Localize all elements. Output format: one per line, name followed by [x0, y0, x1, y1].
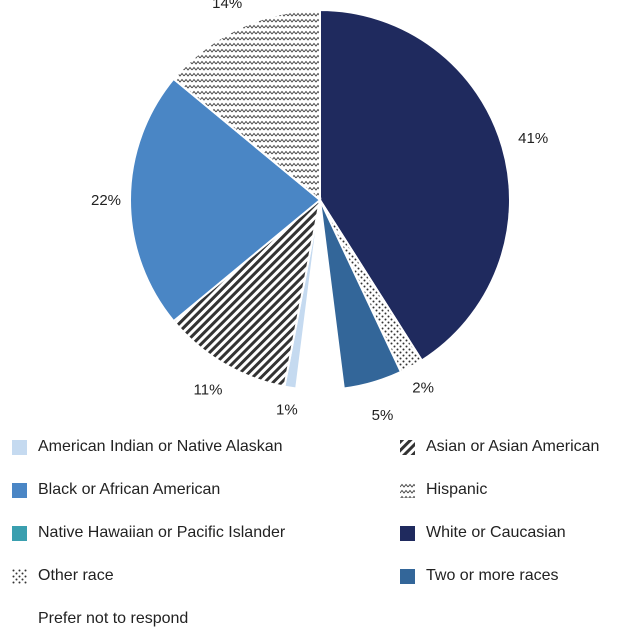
pie-slice-white-or-caucasian [319, 8, 511, 362]
legend-swatch [12, 525, 27, 541]
legend-swatch [12, 439, 27, 455]
slice-label-black-or-african-american: 22% [91, 192, 121, 209]
pie-slice-other-race [172, 197, 322, 388]
legend-label: Black or African American [38, 481, 221, 498]
legend-swatch [12, 612, 27, 627]
legend-swatch [400, 439, 415, 455]
legend-item-native-hawaiian-or-pacific-islander: Native Hawaiian or Pacific Islander [12, 522, 285, 544]
legend-swatch [400, 568, 415, 584]
legend-label: Native Hawaiian or Pacific Islander [38, 524, 286, 541]
pie-slice-hispanic [172, 8, 321, 203]
legend-label: Hispanic [426, 481, 488, 498]
legend-swatch [400, 525, 415, 541]
legend-item-two-or-more-races: Two or more races [400, 565, 558, 587]
legend-label: White or Caucasian [426, 524, 566, 541]
slice-label-other-race: 11% [194, 381, 223, 398]
pie-slice-prefer-not-to-respond [295, 213, 345, 405]
legend-item-other-race: Other race [12, 565, 114, 587]
legend: American Indian or Native Alaskan Asian o… [0, 430, 626, 631]
legend-swatch [12, 568, 27, 584]
legend-item-black-or-african-american: Black or African American [12, 479, 220, 501]
slice-label-white-or-caucasian: 41% [518, 130, 548, 147]
legend-item-asian-or-asian-american: Asian or Asian American [400, 436, 599, 458]
legend-label: Two or more races [426, 567, 559, 584]
slice-label-american-indian-or-native-alaskan: 1% [276, 401, 298, 418]
pie-slice-two-or-more-races [319, 199, 403, 390]
legend-item-prefer-not-to-respond: Prefer not to respond [12, 608, 188, 630]
legend-label: Other race [38, 567, 114, 584]
legend-label: Asian or Asian American [426, 438, 600, 455]
slice-label-hispanic: 14% [212, 0, 242, 12]
legend-item-white-or-caucasian: White or Caucasian [400, 522, 566, 544]
slice-label-asian-or-asian-american: 2% [412, 380, 434, 397]
legend-label: Prefer not to respond [38, 610, 189, 627]
legend-item-hispanic: Hispanic [400, 479, 487, 501]
pie-chart: 41%2%5%4%1%11%22%14% [91, 0, 548, 420]
legend-swatch [12, 482, 27, 498]
legend-label: American Indian or Native Alaskan [38, 438, 283, 455]
pie-slice-black-or-african-american [129, 77, 322, 323]
slice-label-two-or-more-races: 5% [372, 407, 394, 420]
legend-swatch [400, 482, 415, 498]
legend-item-american-indian-or-native-alaskan: American Indian or Native Alaskan [12, 436, 283, 458]
